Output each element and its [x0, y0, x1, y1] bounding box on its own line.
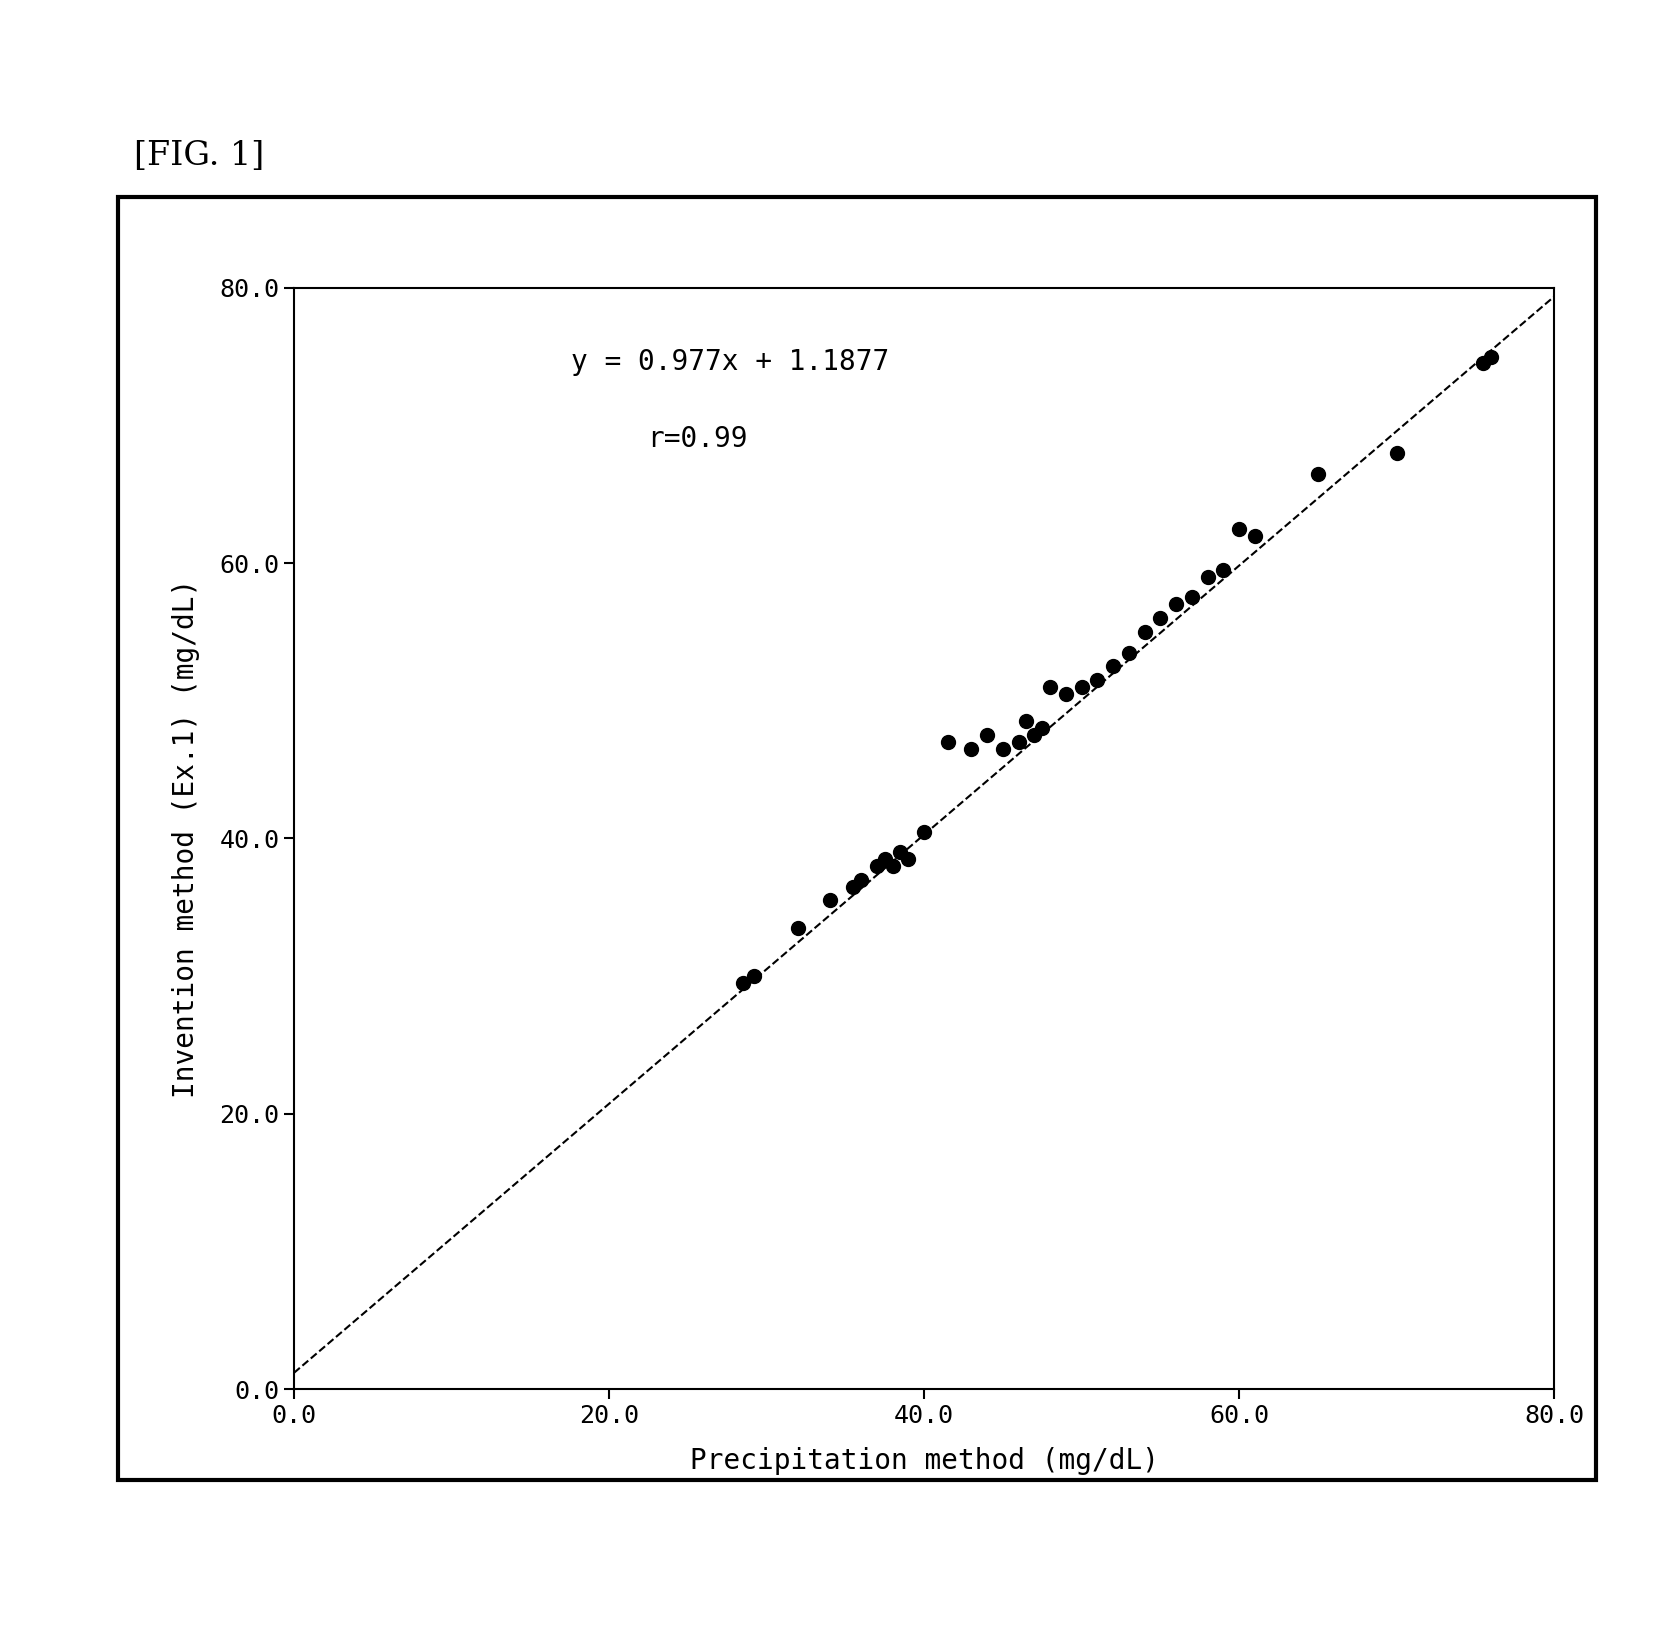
Point [1242, 523, 1268, 549]
Point [911, 819, 937, 845]
Point [872, 847, 899, 873]
Point [958, 737, 984, 763]
Point [974, 722, 1001, 748]
X-axis label: Precipitation method (mg/dL): Precipitation method (mg/dL) [689, 1447, 1159, 1475]
Point [1100, 653, 1127, 679]
Point [1068, 674, 1095, 700]
Point [1084, 667, 1110, 694]
Point [785, 914, 811, 940]
Point [1304, 460, 1331, 487]
Point [990, 737, 1016, 763]
Point [848, 866, 875, 893]
Point [741, 963, 768, 990]
Point [1163, 592, 1189, 618]
Point [1021, 722, 1048, 748]
Point [1052, 681, 1079, 707]
Point [895, 847, 922, 873]
Point [1116, 640, 1142, 666]
Y-axis label: Invention method (Ex.1) (mg/dL): Invention method (Ex.1) (mg/dL) [171, 579, 200, 1098]
Point [879, 853, 906, 880]
Text: [FIG. 1]: [FIG. 1] [134, 140, 265, 171]
Point [840, 873, 867, 899]
Point [1226, 516, 1253, 543]
Text: y = 0.977x + 1.1877: y = 0.977x + 1.1877 [571, 349, 889, 376]
Point [1478, 344, 1505, 370]
Point [1147, 605, 1174, 631]
Point [1194, 564, 1221, 590]
Point [1037, 674, 1063, 700]
Point [934, 728, 961, 755]
Point [1131, 618, 1158, 644]
Point [887, 838, 914, 865]
Point [816, 888, 843, 914]
Point [1210, 557, 1236, 584]
Point [1005, 728, 1032, 755]
Point [864, 853, 890, 880]
Point [1013, 709, 1040, 735]
Text: r=0.99: r=0.99 [647, 426, 748, 454]
Point [1178, 584, 1205, 610]
Point [1383, 439, 1410, 465]
Point [1028, 715, 1055, 741]
Point [1470, 350, 1497, 376]
Point [729, 970, 756, 996]
